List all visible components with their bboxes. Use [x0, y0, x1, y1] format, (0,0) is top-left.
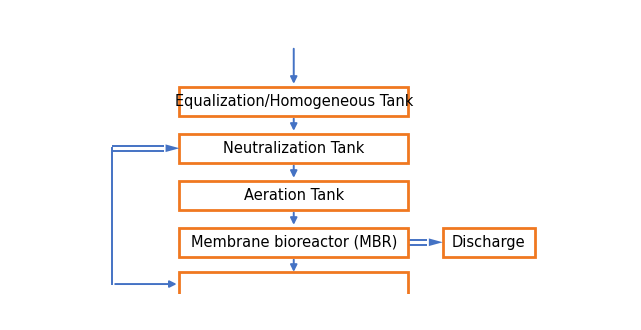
FancyArrow shape: [429, 239, 443, 246]
FancyBboxPatch shape: [443, 228, 535, 257]
Text: Neutralization Tank: Neutralization Tank: [223, 141, 365, 156]
FancyBboxPatch shape: [179, 272, 408, 301]
FancyBboxPatch shape: [179, 228, 408, 257]
Text: Discharge: Discharge: [452, 235, 526, 250]
FancyBboxPatch shape: [179, 181, 408, 210]
Text: Aeration Tank: Aeration Tank: [244, 188, 344, 203]
FancyBboxPatch shape: [179, 134, 408, 163]
FancyArrow shape: [165, 145, 179, 152]
FancyBboxPatch shape: [179, 86, 408, 116]
Text: Membrane bioreactor (MBR): Membrane bioreactor (MBR): [190, 235, 397, 250]
Text: Equalization/Homogeneous Tank: Equalization/Homogeneous Tank: [174, 94, 413, 109]
